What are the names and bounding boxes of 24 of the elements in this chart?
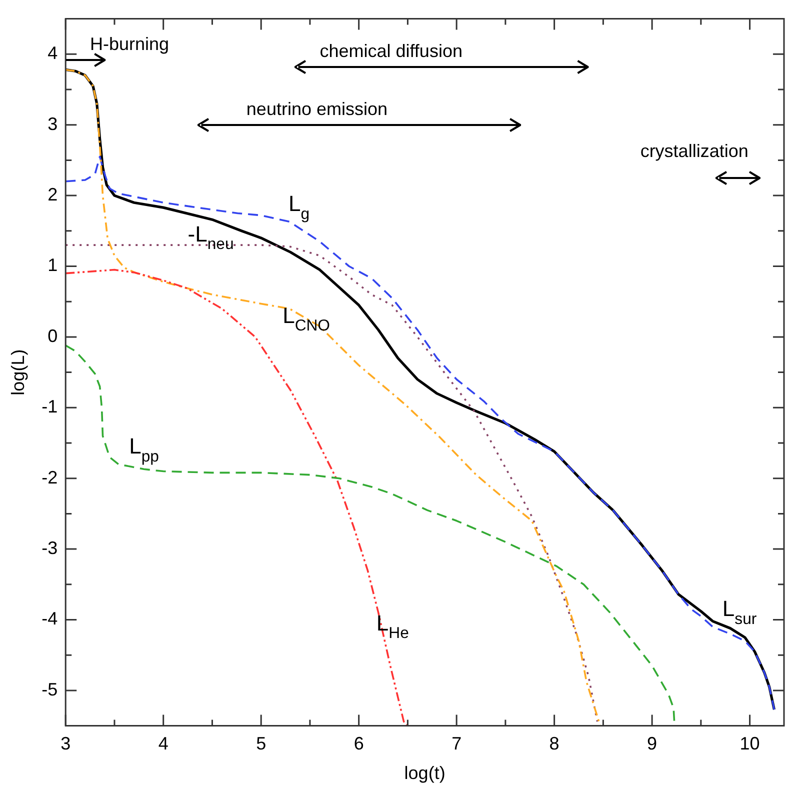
annotation: chemical diffusion — [320, 40, 462, 62]
y-tick-label: -4 — [42, 608, 58, 629]
x-tick-label: 5 — [256, 734, 266, 754]
y-tick-label: 0 — [48, 326, 58, 346]
y-tick-label: 1 — [48, 255, 58, 276]
annotation: crystallization — [640, 141, 748, 162]
y-tick-label: 2 — [48, 184, 58, 205]
annotation: neutrino emission — [246, 98, 388, 120]
y-tick-label: 4 — [48, 43, 58, 64]
x-tick-label: 8 — [549, 734, 560, 754]
x-tick-label: 9 — [647, 734, 658, 754]
x-tick-label: 7 — [452, 734, 462, 754]
y-tick-label: -5 — [42, 679, 58, 700]
y-tick-label: -1 — [42, 396, 58, 417]
x-tick-label: 10 — [740, 734, 760, 754]
y-tick-label: 3 — [48, 114, 58, 134]
y-tick-label: -2 — [42, 467, 58, 488]
y-axis-title: log(L) — [8, 349, 28, 396]
x-axis-title: log(t) — [404, 763, 446, 784]
x-tick-label: 6 — [354, 734, 364, 754]
annotation: H-burning — [90, 34, 170, 55]
x-tick-label: 4 — [158, 734, 168, 754]
y-tick-label: -3 — [42, 538, 58, 558]
x-tick-label: 3 — [60, 734, 71, 754]
